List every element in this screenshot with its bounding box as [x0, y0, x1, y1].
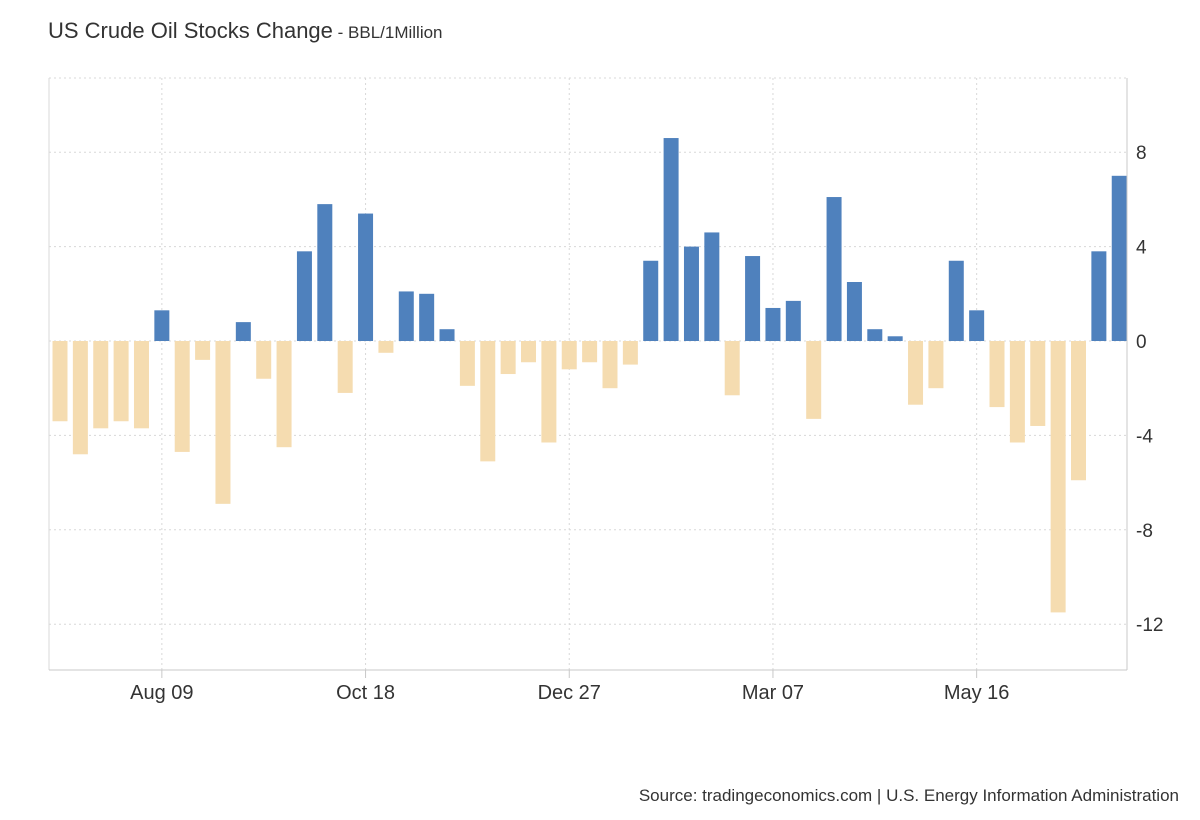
- bar[interactable]: [439, 329, 455, 341]
- bar[interactable]: [1071, 341, 1086, 481]
- bar[interactable]: [724, 341, 740, 396]
- y-tick-label: 0: [1136, 332, 1147, 353]
- bars: [52, 138, 1127, 613]
- bar[interactable]: [113, 341, 129, 422]
- y-tick-label: -4: [1136, 426, 1153, 447]
- bar[interactable]: [337, 341, 353, 393]
- bar[interactable]: [785, 300, 801, 341]
- bar[interactable]: [398, 291, 414, 341]
- x-tick-label: Aug 09: [130, 682, 193, 704]
- bar[interactable]: [683, 246, 699, 341]
- bar[interactable]: [663, 138, 679, 341]
- bar[interactable]: [317, 204, 333, 341]
- bar[interactable]: [154, 310, 170, 341]
- bar[interactable]: [846, 282, 862, 341]
- bar[interactable]: [602, 341, 618, 389]
- bar[interactable]: [948, 260, 964, 341]
- bar[interactable]: [704, 232, 720, 341]
- x-tick-label: Oct 18: [336, 682, 395, 704]
- title-separator: -: [332, 23, 349, 42]
- bar[interactable]: [1030, 341, 1046, 426]
- y-tick-label: -8: [1136, 521, 1153, 542]
- unit-label: BBL/1Million: [348, 23, 443, 42]
- bar[interactable]: [256, 341, 272, 379]
- bar[interactable]: [541, 341, 557, 443]
- bar[interactable]: [745, 256, 761, 341]
- x-tick-label: Mar 07: [742, 682, 804, 704]
- y-tick-label: 8: [1136, 143, 1147, 164]
- bar[interactable]: [235, 322, 251, 341]
- bar[interactable]: [296, 251, 312, 341]
- bar[interactable]: [480, 341, 496, 462]
- bar[interactable]: [1111, 175, 1127, 341]
- bar[interactable]: [521, 341, 537, 363]
- source-note: Source: tradingeconomics.com | U.S. Ener…: [638, 786, 1179, 805]
- bar[interactable]: [582, 341, 598, 363]
- axes: 8 4 0 -4 -8 -12 Aug 09 Oct 18 Dec 27 Mar 07 May 16: [48, 78, 1163, 704]
- bar[interactable]: [93, 341, 109, 429]
- y-tick-label: -12: [1136, 615, 1163, 636]
- bar[interactable]: [276, 341, 292, 448]
- chart-title: US Crude Oil Stocks Change - BBL/1Millio…: [48, 18, 443, 44]
- bar[interactable]: [133, 341, 149, 429]
- bar[interactable]: [969, 310, 985, 341]
- bar[interactable]: [989, 341, 1005, 408]
- bar[interactable]: [174, 341, 190, 452]
- bar[interactable]: [1009, 341, 1025, 443]
- bar[interactable]: [561, 341, 577, 370]
- bar[interactable]: [72, 341, 88, 455]
- bar[interactable]: [1050, 341, 1066, 613]
- bar[interactable]: [195, 341, 211, 360]
- bar[interactable]: [215, 341, 231, 504]
- bar[interactable]: [806, 341, 822, 419]
- bar[interactable]: [928, 341, 944, 389]
- y-tick-label: 4: [1136, 238, 1147, 259]
- bar[interactable]: [1091, 251, 1107, 341]
- bar[interactable]: [643, 260, 659, 341]
- bar[interactable]: [867, 329, 883, 341]
- bar[interactable]: [622, 341, 638, 365]
- bar[interactable]: [419, 293, 435, 341]
- bar[interactable]: [459, 341, 475, 386]
- x-tick-label: May 16: [944, 682, 1010, 704]
- bar[interactable]: [378, 341, 394, 353]
- grid: [49, 77, 1127, 670]
- bar[interactable]: [908, 341, 924, 405]
- bar[interactable]: [52, 341, 68, 422]
- bar[interactable]: [500, 341, 516, 375]
- bar[interactable]: [765, 307, 781, 341]
- bar[interactable]: [358, 213, 374, 341]
- bar[interactable]: [887, 336, 903, 341]
- x-tick-label: Dec 27: [538, 682, 601, 704]
- bar[interactable]: [826, 197, 842, 341]
- title-text: US Crude Oil Stocks Change: [48, 18, 333, 43]
